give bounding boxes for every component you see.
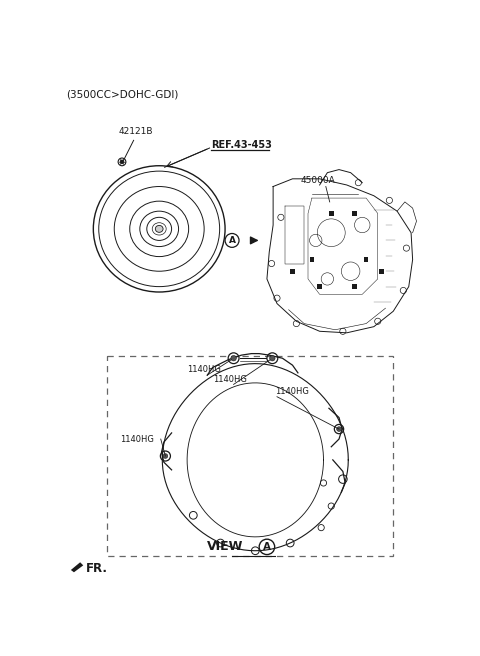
Text: A: A xyxy=(228,236,236,245)
Circle shape xyxy=(336,427,341,432)
Text: 45000A: 45000A xyxy=(300,176,335,185)
Bar xyxy=(290,269,295,274)
Bar xyxy=(379,269,384,274)
Text: 42121B: 42121B xyxy=(118,127,153,136)
Bar xyxy=(329,211,334,216)
Bar xyxy=(317,284,322,289)
Text: FR.: FR. xyxy=(86,562,108,575)
Ellipse shape xyxy=(156,226,163,232)
Circle shape xyxy=(231,356,236,361)
Circle shape xyxy=(120,160,124,164)
Text: REF.43-453: REF.43-453 xyxy=(211,140,272,150)
Bar xyxy=(364,257,369,262)
Bar xyxy=(352,211,357,216)
Text: VIEW: VIEW xyxy=(207,541,244,554)
Text: 1140HG: 1140HG xyxy=(120,434,155,443)
Text: 1140HG: 1140HG xyxy=(187,365,221,374)
Circle shape xyxy=(270,356,275,361)
Circle shape xyxy=(163,454,168,459)
Text: (3500CC>DOHC-GDI): (3500CC>DOHC-GDI) xyxy=(66,89,179,100)
Bar xyxy=(352,284,357,289)
Bar xyxy=(310,257,314,262)
Text: 1140HG: 1140HG xyxy=(214,375,247,384)
Text: 1140HG: 1140HG xyxy=(276,387,309,396)
Polygon shape xyxy=(71,562,83,572)
Bar xyxy=(107,356,393,556)
Text: A: A xyxy=(263,542,271,552)
